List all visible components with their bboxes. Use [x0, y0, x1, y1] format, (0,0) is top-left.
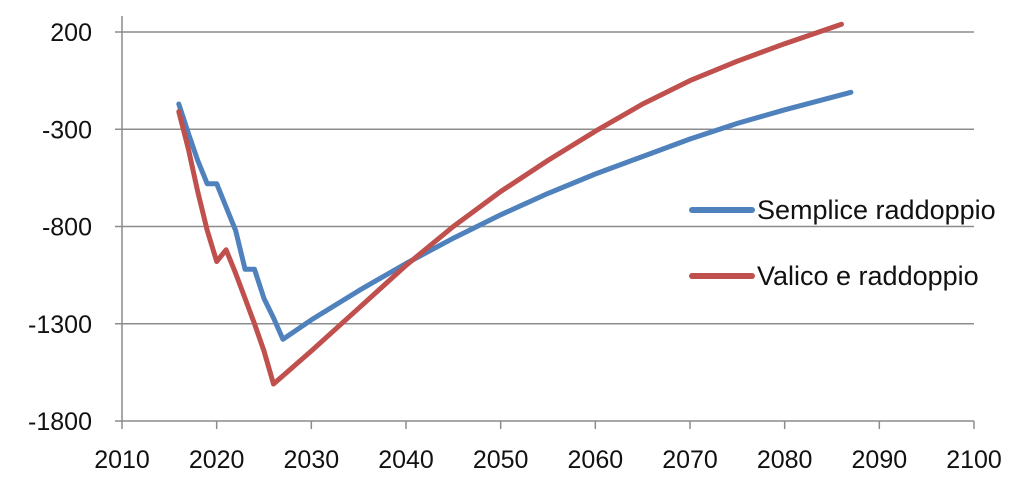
x-tick-label: 2080 [757, 446, 813, 474]
x-tick-label: 2020 [189, 446, 245, 474]
x-tick-label: 2100 [946, 446, 1002, 474]
x-tick-label: 2070 [662, 446, 718, 474]
legend-label-2: Valico e raddoppio [757, 261, 979, 291]
series-line-1 [176, 89, 854, 342]
x-tick-label: 2040 [378, 446, 434, 474]
y-tick-label: -300 [42, 116, 92, 144]
x-tick-label: 2090 [852, 446, 908, 474]
y-tick-label: -1300 [28, 311, 92, 339]
y-tick-label: -800 [42, 214, 92, 242]
x-tick-label: 2060 [568, 446, 624, 474]
series-line-2 [176, 21, 844, 387]
x-tick-label: 2010 [94, 446, 150, 474]
y-tick-label: -1800 [28, 408, 92, 436]
x-tick-label: 2050 [473, 446, 529, 474]
y-tick-label: 200 [50, 19, 92, 47]
x-tick-label: 2030 [284, 446, 340, 474]
legend-label-1: Semplice raddoppio [757, 195, 996, 225]
